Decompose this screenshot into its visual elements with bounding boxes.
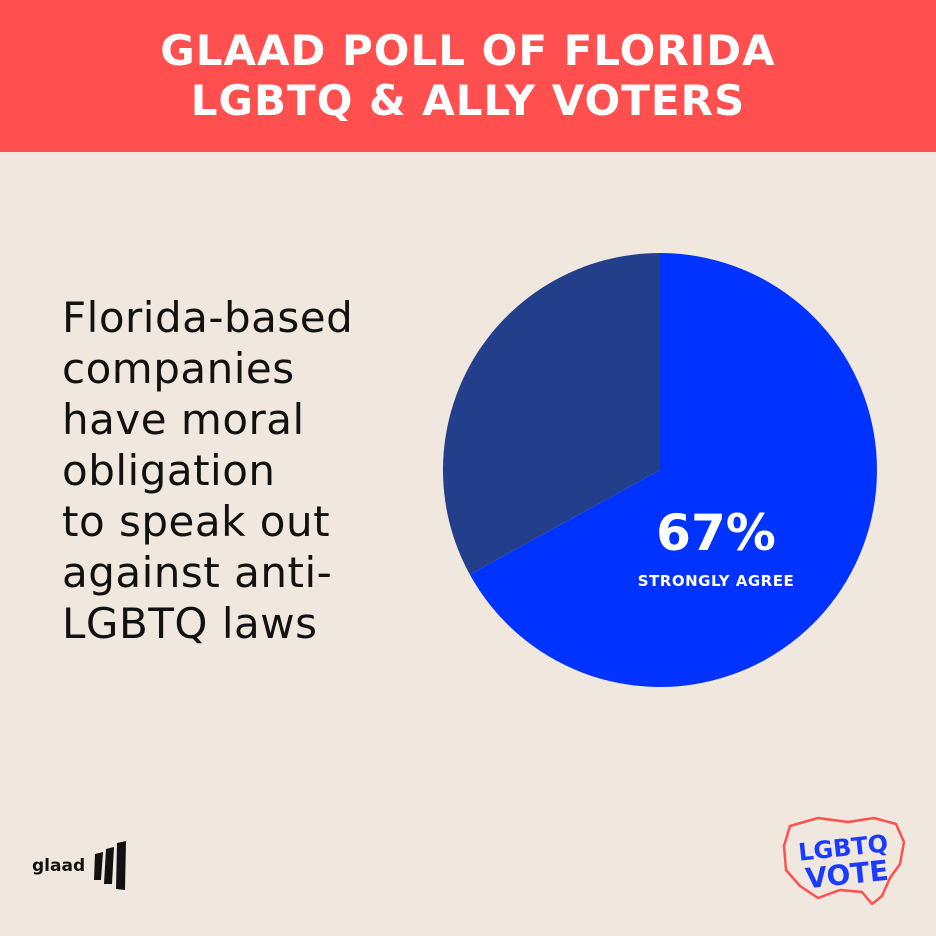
us-map-outline-icon	[782, 816, 906, 906]
lgbtq-vote-logo: LGBTQ VOTE	[782, 816, 906, 906]
glaad-wordmark: glaad	[32, 856, 86, 876]
title-line-2: LGBTQ & ALLY VOTERS	[190, 76, 746, 125]
title-banner: GLAAD POLL OF FLORIDA LGBTQ & ALLY VOTER…	[0, 0, 936, 152]
statement-line: obligation	[62, 446, 276, 495]
pie-slice-2	[442, 253, 660, 575]
poll-statement: Florida-based companies have moral oblig…	[62, 292, 442, 649]
statement-line: against anti-	[62, 548, 333, 597]
statement-line: companies	[62, 344, 295, 393]
title-line-1: GLAAD POLL OF FLORIDA	[160, 26, 776, 75]
statement-line: to speak out	[62, 497, 331, 546]
statement-line: LGBTQ laws	[62, 599, 318, 648]
slice-value-label: 67%	[656, 504, 776, 562]
slice-category-label: STRONGLY AGREE	[638, 572, 794, 590]
glaad-logo: glaad	[32, 840, 133, 892]
statement-line: have moral	[62, 395, 305, 444]
statement-line: Florida-based	[62, 293, 354, 342]
glaad-stripes-icon	[94, 841, 127, 890]
pie-chart: 67% STRONGLY AGREE	[442, 253, 877, 687]
pie-slices	[442, 253, 877, 687]
pie-slice-1	[469, 253, 877, 687]
